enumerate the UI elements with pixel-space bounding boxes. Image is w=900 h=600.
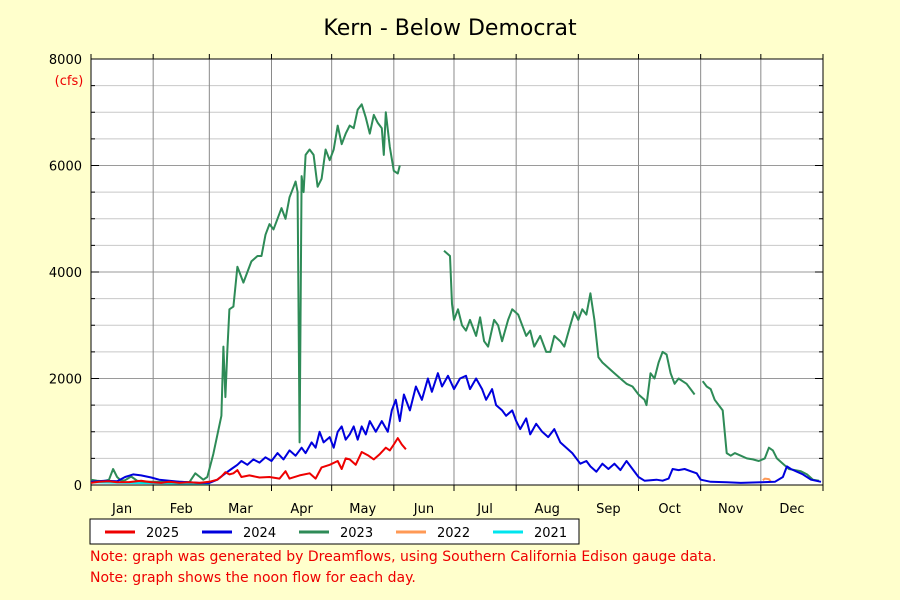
series-line-2023 — [443, 249, 696, 407]
legend-label-2023: 2023 — [340, 526, 373, 541]
x-tick-label: Sep — [596, 502, 621, 517]
grid-lines — [90, 58, 824, 486]
x-tick-label: Aug — [535, 502, 560, 517]
x-tick-label: Feb — [170, 502, 193, 517]
series-line-2025 — [90, 437, 407, 484]
x-tick-label: May — [349, 502, 376, 517]
legend: 2025 2024 2023 2022 2021 — [89, 518, 580, 545]
y-tick-label: 8000 — [49, 53, 82, 68]
x-tick-label: Apr — [290, 502, 313, 517]
series-line-2022 — [762, 477, 772, 483]
axes: 0 2000 4000 6000 8000 Jan Feb Mar Apr May Jun Jul Au… — [49, 53, 824, 517]
legend-label-2025: 2025 — [146, 526, 179, 541]
chart-title: Kern - Below Democrat — [323, 16, 577, 41]
y-tick-label: 0 — [74, 479, 82, 494]
x-tick-label: Jul — [476, 502, 493, 517]
y-tick-label: 2000 — [49, 373, 82, 388]
x-tick-label: Jan — [111, 502, 132, 517]
note-line-1: Note: graph was generated by Dreamflows,… — [90, 549, 717, 565]
x-tick-label: Oct — [658, 502, 680, 517]
x-tick-label: Dec — [779, 502, 804, 517]
y-tick-label: 6000 — [49, 160, 82, 175]
series-layer — [90, 103, 822, 485]
legend-label-2021: 2021 — [534, 526, 567, 541]
x-tick-label: Nov — [718, 502, 744, 517]
note-line-2: Note: graph shows the noon flow for each… — [90, 570, 416, 586]
y-tick-label: 4000 — [49, 266, 82, 281]
x-tick-label: Jun — [413, 502, 434, 517]
legend-label-2022: 2022 — [437, 526, 470, 541]
series-line-2024 — [90, 372, 822, 484]
y-axis-unit-label: (cfs) — [55, 74, 84, 89]
plot-frame — [90, 58, 824, 486]
legend-label-2024: 2024 — [243, 526, 276, 541]
x-tick-label: Mar — [228, 502, 253, 517]
